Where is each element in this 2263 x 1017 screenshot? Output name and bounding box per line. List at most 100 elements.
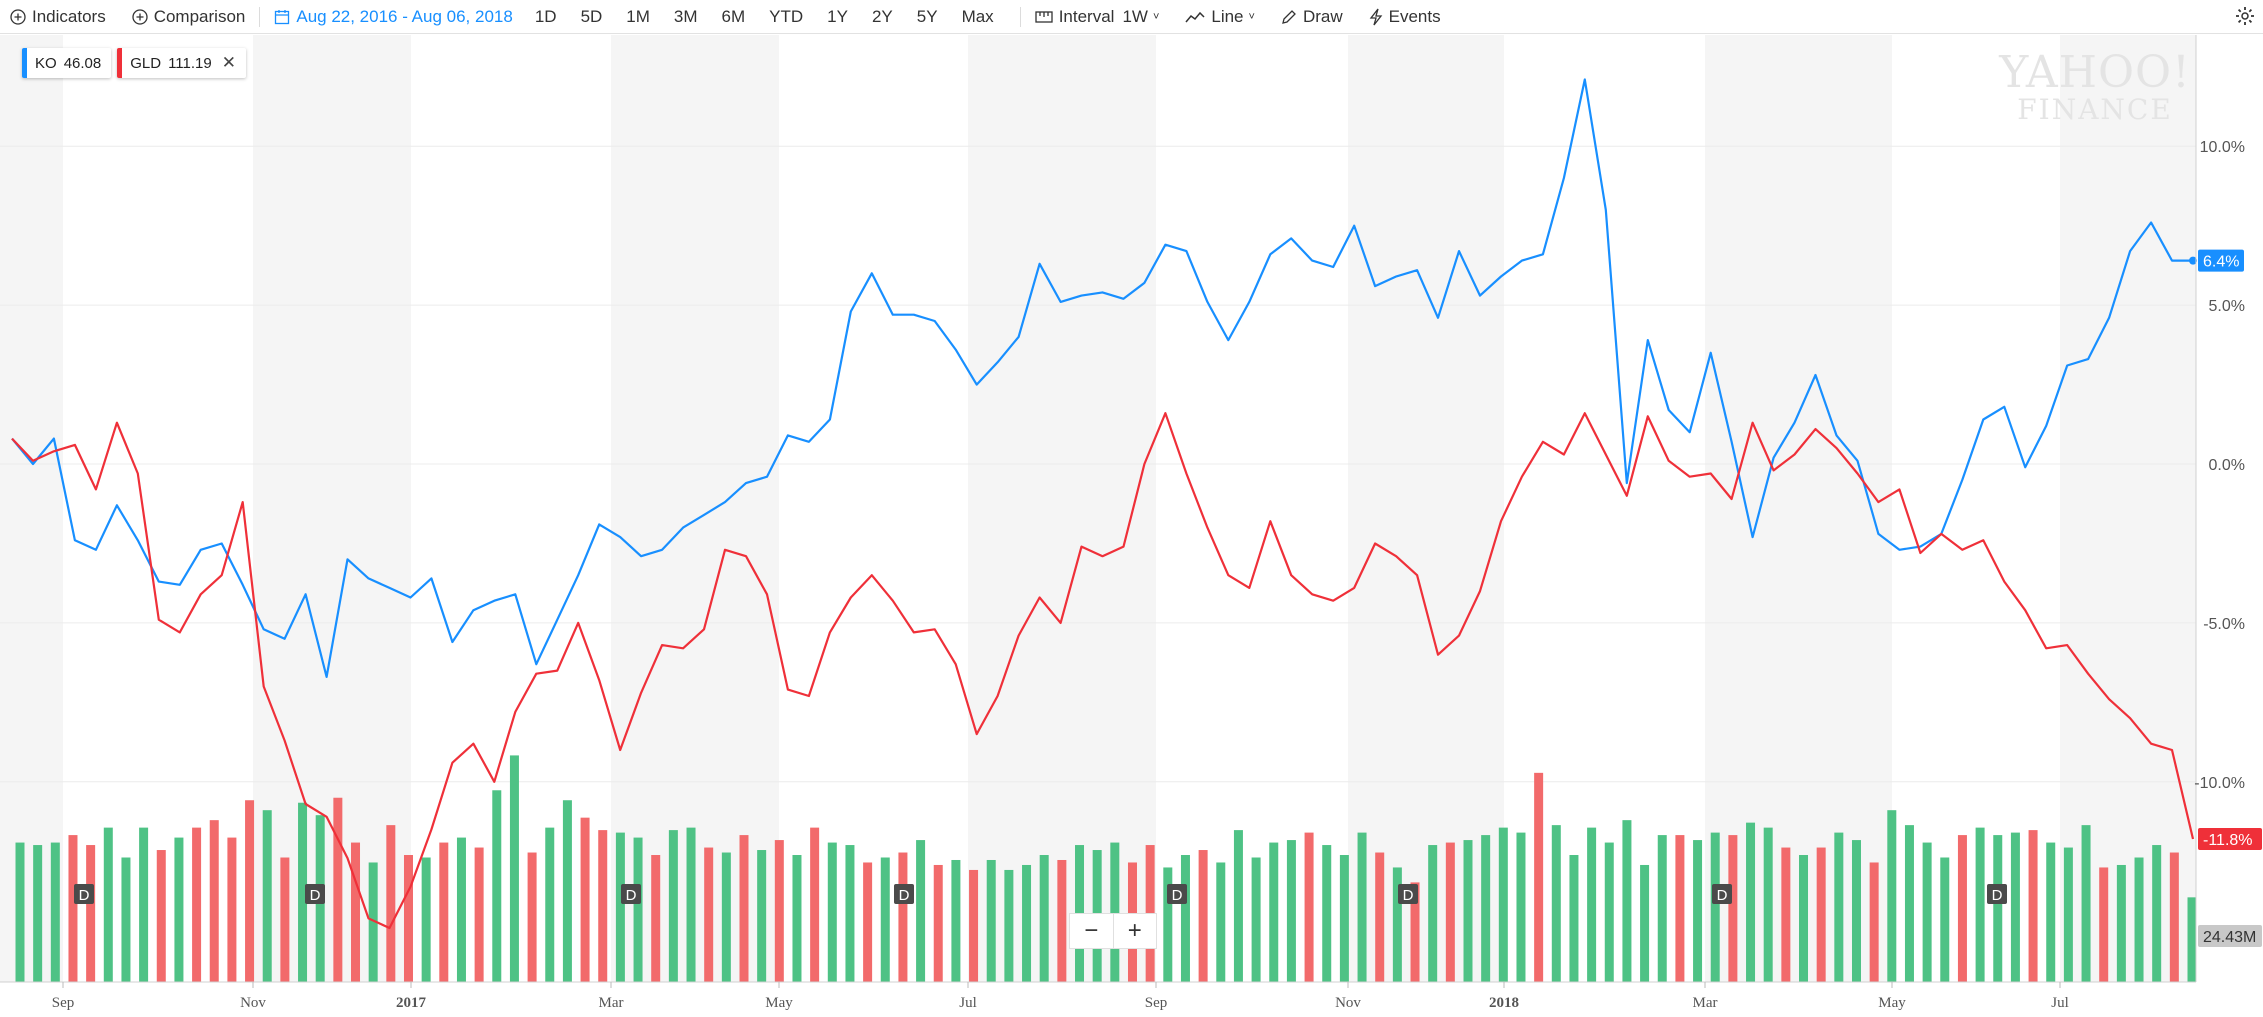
- zoom-in-button[interactable]: +: [1127, 917, 1142, 944]
- volume-bar: [810, 827, 820, 982]
- volume-bar: [1375, 852, 1385, 982]
- indicators-button[interactable]: Indicators: [10, 0, 106, 34]
- x-tick-label: May: [765, 995, 793, 1011]
- legend-symbol: KO: [35, 54, 57, 72]
- period-button[interactable]: Max: [961, 6, 994, 26]
- volume-bar: [845, 845, 855, 982]
- y-tick-label: 5.0%: [2209, 298, 2245, 315]
- volume-bar: [1269, 842, 1279, 982]
- volume-bar: [1675, 835, 1685, 982]
- period-button[interactable]: 5D: [580, 6, 603, 26]
- events-button[interactable]: Events: [1369, 0, 1441, 34]
- series-color-swatch: [22, 48, 27, 78]
- legend-chip-ko[interactable]: KO 46.08: [22, 48, 112, 78]
- volume-bar: [245, 800, 255, 982]
- chevron-down-icon: ˅: [1152, 10, 1160, 23]
- dividend-marker-label: D: [1717, 887, 1728, 904]
- volume-bar: [1339, 855, 1349, 982]
- volume-bar: [1304, 832, 1314, 982]
- ruler-icon: [1035, 9, 1053, 25]
- volume-bar: [50, 842, 60, 982]
- draw-button[interactable]: Draw: [1281, 0, 1343, 34]
- dividend-marker-label: D: [626, 887, 637, 904]
- volume-bar: [1693, 840, 1703, 982]
- volume-bar: [280, 857, 290, 982]
- volume-bar: [1869, 862, 1879, 982]
- volume-bar: [439, 842, 449, 982]
- last-value-badge-gld: -11.8%: [2198, 827, 2262, 850]
- volume-bar: [1763, 827, 1773, 982]
- volume-bar: [1216, 862, 1226, 982]
- events-label: Events: [1388, 6, 1441, 26]
- volume-bar: [1251, 857, 1261, 982]
- volume-bar: [121, 857, 131, 982]
- x-tick-label: 2018: [1489, 995, 1519, 1011]
- volume-bar: [686, 827, 696, 982]
- volume-bar: [492, 790, 502, 982]
- volume-bar: [615, 832, 625, 982]
- x-tick-label: May: [1878, 995, 1906, 1011]
- x-axis: Sep Nov 2017 Mar May Jul Sep Nov 2018 Mar May Jul: [0, 981, 2196, 1011]
- volume-bar: [1940, 857, 1950, 982]
- volume-bar: [774, 840, 784, 982]
- volume-bar: [898, 852, 908, 982]
- x-tick-label: Jul: [2051, 995, 2069, 1011]
- volume-bar: [1516, 832, 1526, 982]
- volume-bar: [1640, 864, 1650, 982]
- month-band: [1705, 35, 1892, 982]
- volume-bars: [15, 755, 2197, 982]
- y-tick-label: 10.0%: [2200, 139, 2245, 156]
- period-button[interactable]: 6M: [721, 6, 746, 26]
- zoom-out-button[interactable]: −: [1070, 914, 1114, 948]
- period-button[interactable]: 5Y: [916, 6, 938, 26]
- volume-bar: [174, 837, 184, 982]
- month-band: [2060, 35, 2196, 982]
- volume-bar: [916, 840, 926, 982]
- volume-bar: [1975, 827, 1985, 982]
- volume-bar: [262, 810, 272, 982]
- month-band: [0, 35, 63, 982]
- dividend-marker: D: [1712, 884, 1732, 904]
- volume-bar: [2010, 832, 2020, 982]
- period-button[interactable]: YTD: [769, 6, 804, 26]
- period-button[interactable]: 2Y: [871, 6, 893, 26]
- last-volume-badge-text: 24.43M: [2203, 929, 2256, 946]
- volume-bar: [2116, 864, 2126, 982]
- indicators-label: Indicators: [32, 6, 106, 26]
- volume-bar: [509, 755, 519, 982]
- volume-bar: [651, 855, 661, 982]
- dividend-marker-box: [1712, 884, 1732, 904]
- period-button[interactable]: 3M: [673, 6, 698, 26]
- volume-bar: [456, 837, 466, 982]
- chart-canvas[interactable]: D D D D D D D D 10.0% 5.0% 0.0% -5.0% -10.0% 6.4% -11…: [0, 35, 2263, 1017]
- volume-bar: [1816, 847, 1826, 982]
- comparison-button[interactable]: Comparison: [132, 0, 245, 34]
- month-band: [1348, 35, 1504, 982]
- volume-bar: [1180, 855, 1190, 982]
- volume-bar: [1834, 832, 1844, 982]
- period-button[interactable]: 1M: [626, 6, 650, 26]
- close-icon[interactable]: ✕: [221, 53, 236, 72]
- pencil-icon: [1281, 9, 1297, 25]
- y-tick-label: 0.0%: [2209, 457, 2245, 474]
- volume-bar: [2099, 867, 2109, 982]
- volume-bar: [386, 825, 396, 982]
- legend-chip-gld[interactable]: GLD 111.19 ✕: [117, 48, 246, 78]
- x-tick-label: Nov: [240, 995, 266, 1011]
- toolbar-divider: [259, 6, 261, 27]
- volume-bar: [951, 859, 961, 982]
- date-range-button[interactable]: Aug 22, 2016 - Aug 06, 2018: [274, 0, 513, 34]
- settings-gear-icon[interactable]: [2235, 6, 2255, 31]
- interval-label: Interval: [1058, 6, 1115, 26]
- y-axis: 10.0% 5.0% 0.0% -5.0% -10.0% 6.4% -11.8% 24.43M: [2194, 35, 2262, 982]
- interval-dropdown[interactable]: Interval 1W ˅: [1035, 0, 1160, 34]
- period-button[interactable]: 1Y: [827, 6, 848, 26]
- volume-bar: [739, 835, 749, 982]
- volume-bar: [527, 852, 537, 982]
- volume-bar: [827, 842, 837, 982]
- volume-bar: [1322, 845, 1332, 982]
- volume-bar: [333, 797, 343, 982]
- chart-type-dropdown[interactable]: Line ˅: [1185, 0, 1255, 34]
- period-button[interactable]: 1D: [534, 6, 557, 26]
- volume-bar: [1710, 832, 1720, 982]
